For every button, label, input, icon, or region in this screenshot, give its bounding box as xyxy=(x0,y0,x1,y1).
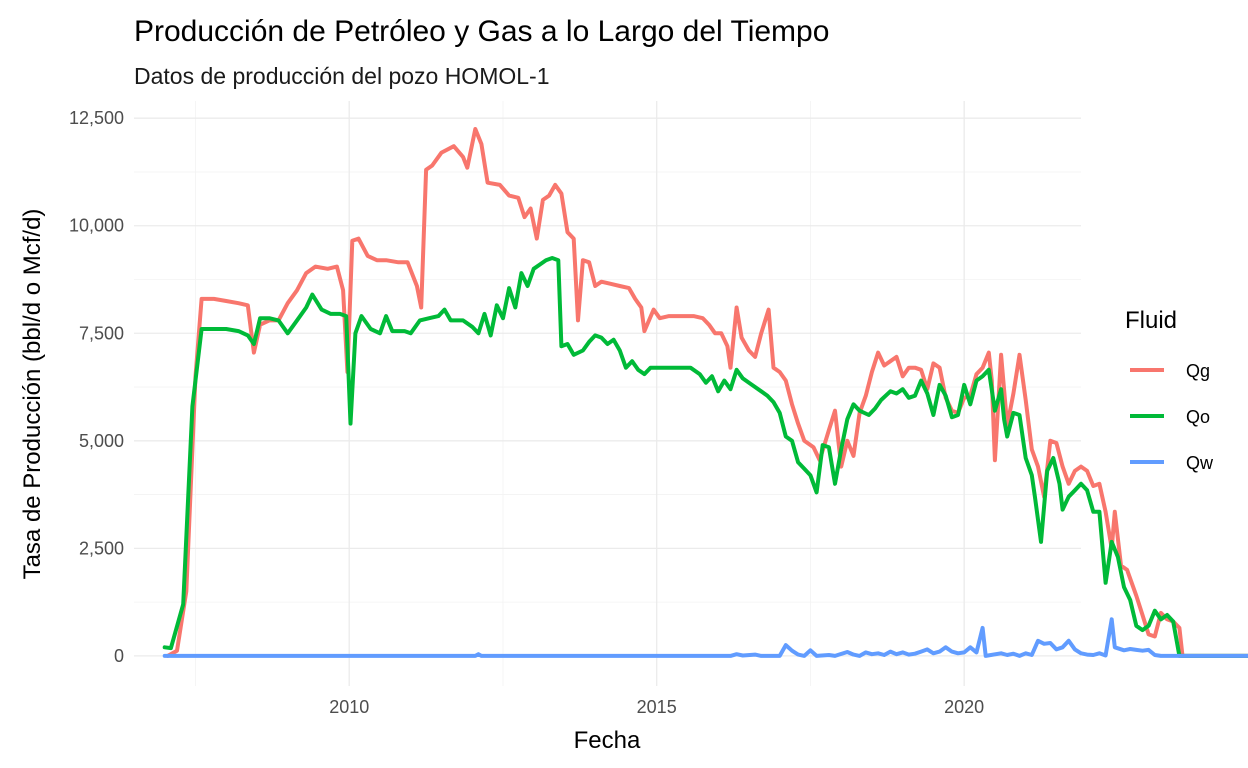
y-axis-ticks: 0 2,500 5,000 7,500 10,000 12,500 xyxy=(69,108,124,666)
x-axis-title: Fecha xyxy=(574,727,641,754)
series-line-qo xyxy=(162,256,1248,658)
x-tick-label: 2010 xyxy=(329,697,369,717)
y-axis-title: Tasa de Producción (bbl/d o Mcf/d) xyxy=(19,209,46,580)
chart-subtitle: Datos de producción del pozo HOMOL-1 xyxy=(134,63,550,89)
y-tick-label: 12,500 xyxy=(69,108,124,128)
series-line-qw xyxy=(162,617,1248,658)
series-line-qg xyxy=(165,127,1248,658)
y-tick-label: 0 xyxy=(114,646,124,666)
x-axis-ticks: 2010 2015 2020 xyxy=(329,697,984,717)
y-tick-label: 7,500 xyxy=(79,323,124,343)
legend-label-qw: Qw xyxy=(1186,453,1214,473)
y-tick-label: 10,000 xyxy=(69,216,124,236)
chart-title: Producción de Petróleo y Gas a lo Largo … xyxy=(134,15,829,48)
legend-title: Fluid xyxy=(1125,307,1177,334)
y-tick-label: 2,500 xyxy=(79,538,124,558)
legend: Fluid Qg Qo Qw xyxy=(1125,307,1214,473)
legend-label-qo: Qo xyxy=(1186,407,1210,427)
legend-label-qg: Qg xyxy=(1186,361,1210,381)
y-tick-label: 5,000 xyxy=(79,431,124,451)
x-tick-label: 2015 xyxy=(637,697,677,717)
series-lines xyxy=(162,127,1248,658)
x-tick-label: 2020 xyxy=(944,697,984,717)
